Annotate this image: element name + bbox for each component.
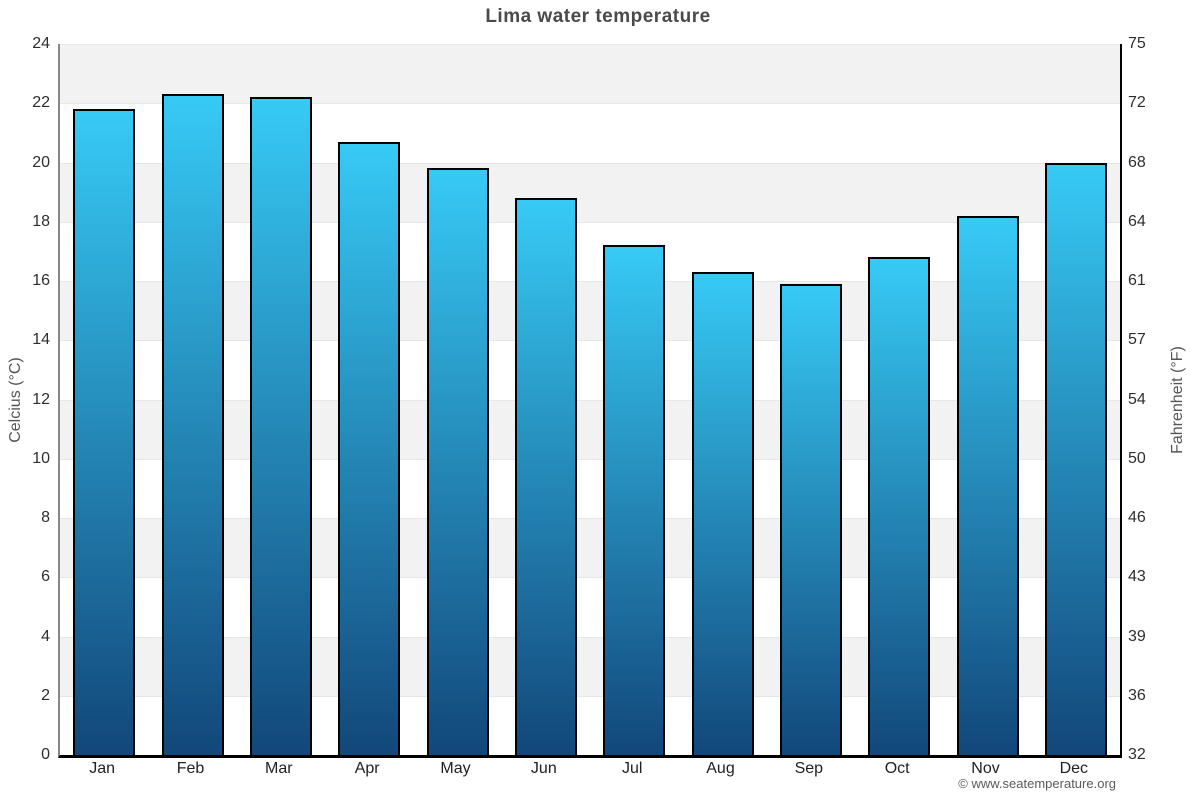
bar-mar[interactable] <box>249 97 312 755</box>
x-label-aug: Aug <box>706 760 735 777</box>
y-tick-fahrenheit-[object Object]: 36 <box>1128 686 1146 704</box>
gridline <box>60 340 1120 342</box>
bar-jul[interactable] <box>603 245 666 755</box>
x-label-oct: Oct <box>884 760 910 777</box>
y-tick-celsius-[object Object]: 6 <box>41 568 50 586</box>
y-tick-fahrenheit-[object Object]: 57 <box>1128 331 1146 349</box>
y-tick-celsius-[object Object]: 0 <box>41 746 50 763</box>
y-tick-fahrenheit-[object Object]: 32 <box>1128 746 1146 763</box>
plot-band <box>60 399 1120 459</box>
fahrenheit-tick-labels: 75 72 68 64 61 57 54 50 46 43 39 36 32 <box>1128 0 1188 800</box>
y-tick-fahrenheit-[object Object]: 43 <box>1128 568 1146 586</box>
y-tick-celsius-[object Object]: 10 <box>32 449 50 467</box>
x-label-jun: Jun <box>530 760 557 777</box>
y-tick-fahrenheit-[object Object]: 46 <box>1128 509 1146 526</box>
y-tick-celsius-[object Object]: 8 <box>41 509 50 526</box>
gridline <box>60 518 1120 519</box>
bar-nov[interactable] <box>956 215 1019 755</box>
y-tick-celsius-[object Object]: 16 <box>32 272 50 289</box>
plot-band <box>60 636 1120 696</box>
x-label-sep: Sep <box>794 760 824 777</box>
plot-band <box>60 44 1120 104</box>
x-label-may: May <box>440 760 471 777</box>
y-tick-celsius-[object Object]: 18 <box>32 212 50 230</box>
x-label-feb: Feb <box>176 760 205 777</box>
celsius-tick-labels: 24 22 20 18 16 14 12 10 8 6 4 2 0 <box>0 0 50 800</box>
y-tick-fahrenheit-[object Object]: 64 <box>1128 212 1146 230</box>
x-label-jul: Jul <box>621 760 643 777</box>
y-tick-celsius-[object Object]: 22 <box>32 94 50 112</box>
bar-aug[interactable] <box>691 272 754 755</box>
plot-area <box>58 44 1122 758</box>
gridline <box>60 103 1120 105</box>
chart-title: Lima water temperature <box>485 6 711 27</box>
gridline <box>60 221 1120 223</box>
gridline <box>60 44 1120 45</box>
gridline <box>60 695 1120 697</box>
bar-jun[interactable] <box>514 198 577 755</box>
plot-band <box>60 162 1120 222</box>
y-tick-celsius-[object Object]: 4 <box>41 627 50 645</box>
y-tick-fahrenheit-[object Object]: 50 <box>1128 449 1146 467</box>
bar-may[interactable] <box>426 168 489 755</box>
gridline <box>60 281 1120 282</box>
bar-jan[interactable] <box>73 109 136 755</box>
bar-feb[interactable] <box>161 94 224 755</box>
x-label-mar: Mar <box>265 760 293 777</box>
y-tick-fahrenheit-[object Object]: 54 <box>1128 390 1146 408</box>
y-tick-celsius-[object Object]: 2 <box>41 686 50 704</box>
bar-oct[interactable] <box>868 257 931 755</box>
y-tick-fahrenheit-[object Object]: 61 <box>1128 272 1146 289</box>
bar-dec[interactable] <box>1044 162 1107 755</box>
gridline <box>60 162 1120 164</box>
copyright-text: © www.seatemperature.org <box>958 776 1116 791</box>
x-label-dec: Dec <box>1059 760 1089 777</box>
y-tick-celsius-[object Object]: 20 <box>32 153 50 171</box>
y-tick-celsius-[object Object]: 12 <box>32 390 50 408</box>
x-label-nov: Nov <box>971 760 1000 777</box>
plot-band <box>60 518 1120 578</box>
month-labels: Jan Feb Mar Apr May Jun Jul Aug Sep Oct Nov Dec <box>58 760 1118 784</box>
x-label-apr: Apr <box>354 760 380 777</box>
y-tick-celsius-[object Object]: 24 <box>32 35 50 52</box>
bar-apr[interactable] <box>338 141 401 755</box>
y-tick-fahrenheit-[object Object]: 72 <box>1128 94 1146 112</box>
gridline <box>60 458 1120 460</box>
gridline <box>60 636 1120 638</box>
plot-band <box>60 281 1120 341</box>
gridline <box>60 577 1120 579</box>
bar-sep[interactable] <box>779 283 842 755</box>
y-tick-celsius-[object Object]: 14 <box>32 331 50 349</box>
y-tick-fahrenheit-[object Object]: 39 <box>1128 627 1146 645</box>
x-label-jan: Jan <box>89 760 116 777</box>
y-tick-fahrenheit-[object Object]: 68 <box>1128 153 1146 171</box>
y-tick-fahrenheit-[object Object]: 75 <box>1128 35 1146 52</box>
gridline <box>60 399 1120 401</box>
